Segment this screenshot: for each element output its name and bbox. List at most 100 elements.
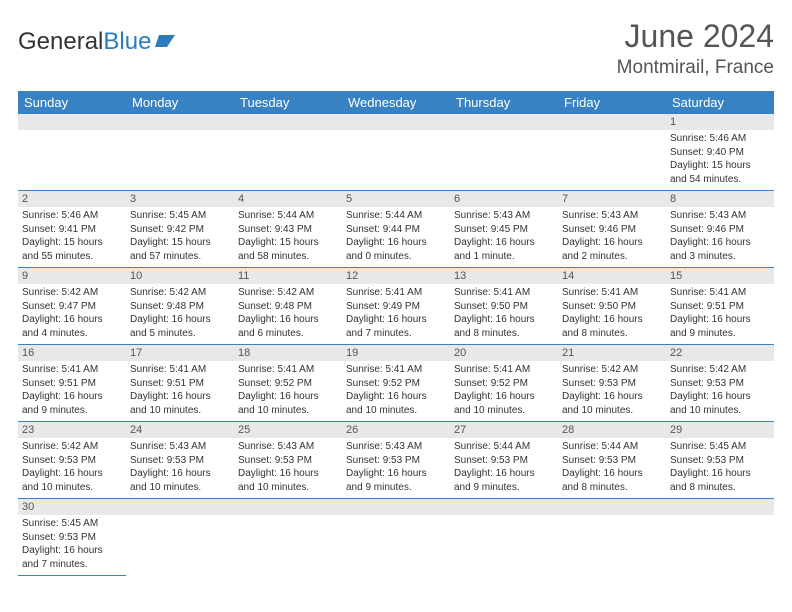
day-detail-line: and 9 minutes.: [454, 481, 554, 495]
day-detail-line: and 8 minutes.: [562, 327, 662, 341]
day-detail-line: Daylight: 16 hours: [22, 313, 122, 327]
day-number: 28: [558, 422, 666, 438]
day-details: Sunrise: 5:41 AMSunset: 9:52 PMDaylight:…: [234, 361, 342, 421]
empty-day-bar: [342, 499, 450, 515]
day-number: 6: [450, 191, 558, 207]
empty-day-bar: [450, 499, 558, 515]
day-details: Sunrise: 5:44 AMSunset: 9:53 PMDaylight:…: [558, 438, 666, 498]
day-detail-line: and 2 minutes.: [562, 250, 662, 264]
day-details: Sunrise: 5:44 AMSunset: 9:44 PMDaylight:…: [342, 207, 450, 267]
day-details: Sunrise: 5:46 AMSunset: 9:41 PMDaylight:…: [18, 207, 126, 267]
day-cell: 18Sunrise: 5:41 AMSunset: 9:52 PMDayligh…: [234, 345, 342, 422]
day-cell: 15Sunrise: 5:41 AMSunset: 9:51 PMDayligh…: [666, 268, 774, 345]
day-cell: 26Sunrise: 5:43 AMSunset: 9:53 PMDayligh…: [342, 422, 450, 499]
day-detail-line: and 6 minutes.: [238, 327, 338, 341]
day-detail-line: Daylight: 16 hours: [670, 467, 770, 481]
day-detail-line: Daylight: 16 hours: [454, 236, 554, 250]
day-cell: 23Sunrise: 5:42 AMSunset: 9:53 PMDayligh…: [18, 422, 126, 499]
day-detail-line: Daylight: 16 hours: [22, 544, 122, 558]
day-detail-line: Sunrise: 5:44 AM: [238, 209, 338, 223]
day-number: 12: [342, 268, 450, 284]
day-detail-line: Sunrise: 5:46 AM: [22, 209, 122, 223]
day-detail-line: Sunrise: 5:44 AM: [562, 440, 662, 454]
day-detail-line: Sunset: 9:50 PM: [454, 300, 554, 314]
day-details: Sunrise: 5:43 AMSunset: 9:53 PMDaylight:…: [126, 438, 234, 498]
day-details: Sunrise: 5:42 AMSunset: 9:53 PMDaylight:…: [18, 438, 126, 498]
day-cell: 17Sunrise: 5:41 AMSunset: 9:51 PMDayligh…: [126, 345, 234, 422]
day-detail-line: and 8 minutes.: [562, 481, 662, 495]
day-cell: [450, 114, 558, 191]
day-detail-line: Daylight: 16 hours: [454, 467, 554, 481]
day-number: 18: [234, 345, 342, 361]
day-detail-line: Sunrise: 5:41 AM: [130, 363, 230, 377]
day-details: Sunrise: 5:41 AMSunset: 9:49 PMDaylight:…: [342, 284, 450, 344]
day-cell: 24Sunrise: 5:43 AMSunset: 9:53 PMDayligh…: [126, 422, 234, 499]
day-details: Sunrise: 5:43 AMSunset: 9:53 PMDaylight:…: [234, 438, 342, 498]
day-detail-line: Daylight: 16 hours: [562, 390, 662, 404]
day-detail-line: Daylight: 16 hours: [22, 467, 122, 481]
weekday-header: Tuesday: [234, 91, 342, 114]
day-details: Sunrise: 5:42 AMSunset: 9:48 PMDaylight:…: [234, 284, 342, 344]
day-detail-line: and 10 minutes.: [22, 481, 122, 495]
day-cell: [450, 499, 558, 576]
day-details: Sunrise: 5:44 AMSunset: 9:43 PMDaylight:…: [234, 207, 342, 267]
day-detail-line: Daylight: 15 hours: [22, 236, 122, 250]
day-detail-line: Daylight: 16 hours: [130, 313, 230, 327]
day-detail-line: Daylight: 16 hours: [670, 313, 770, 327]
day-cell: [342, 114, 450, 191]
month-title: June 2024: [617, 18, 774, 55]
day-detail-line: and 10 minutes.: [130, 404, 230, 418]
day-detail-line: Sunset: 9:48 PM: [130, 300, 230, 314]
day-detail-line: Sunrise: 5:42 AM: [130, 286, 230, 300]
day-detail-line: and 10 minutes.: [670, 404, 770, 418]
day-detail-line: Sunrise: 5:46 AM: [670, 132, 770, 146]
day-detail-line: Daylight: 15 hours: [670, 159, 770, 173]
day-detail-line: Sunset: 9:53 PM: [670, 454, 770, 468]
day-cell: [234, 499, 342, 576]
day-detail-line: Daylight: 16 hours: [346, 390, 446, 404]
day-cell: 19Sunrise: 5:41 AMSunset: 9:52 PMDayligh…: [342, 345, 450, 422]
day-cell: [126, 499, 234, 576]
day-detail-line: and 9 minutes.: [346, 481, 446, 495]
day-details: Sunrise: 5:41 AMSunset: 9:52 PMDaylight:…: [342, 361, 450, 421]
day-number: 8: [666, 191, 774, 207]
day-cell: 3Sunrise: 5:45 AMSunset: 9:42 PMDaylight…: [126, 191, 234, 268]
week-row: 16Sunrise: 5:41 AMSunset: 9:51 PMDayligh…: [18, 345, 774, 422]
day-detail-line: Sunrise: 5:42 AM: [238, 286, 338, 300]
day-detail-line: and 9 minutes.: [670, 327, 770, 341]
empty-day-bar: [558, 114, 666, 130]
day-detail-line: Daylight: 16 hours: [454, 313, 554, 327]
empty-day-bar: [558, 499, 666, 515]
day-detail-line: Sunset: 9:53 PM: [346, 454, 446, 468]
day-detail-line: Sunset: 9:51 PM: [22, 377, 122, 391]
day-detail-line: and 10 minutes.: [454, 404, 554, 418]
day-details: Sunrise: 5:42 AMSunset: 9:53 PMDaylight:…: [558, 361, 666, 421]
day-cell: 8Sunrise: 5:43 AMSunset: 9:46 PMDaylight…: [666, 191, 774, 268]
day-detail-line: Sunset: 9:47 PM: [22, 300, 122, 314]
weekday-header: Thursday: [450, 91, 558, 114]
weekday-header: Sunday: [18, 91, 126, 114]
day-details: Sunrise: 5:45 AMSunset: 9:42 PMDaylight:…: [126, 207, 234, 267]
day-detail-line: and 4 minutes.: [22, 327, 122, 341]
day-detail-line: Sunset: 9:45 PM: [454, 223, 554, 237]
day-number: 3: [126, 191, 234, 207]
day-detail-line: Sunrise: 5:42 AM: [22, 286, 122, 300]
day-detail-line: Sunrise: 5:45 AM: [130, 209, 230, 223]
day-number: 13: [450, 268, 558, 284]
day-detail-line: Daylight: 16 hours: [238, 467, 338, 481]
day-detail-line: Daylight: 16 hours: [346, 467, 446, 481]
day-cell: [666, 499, 774, 576]
day-cell: 5Sunrise: 5:44 AMSunset: 9:44 PMDaylight…: [342, 191, 450, 268]
day-detail-line: Daylight: 16 hours: [670, 236, 770, 250]
day-number: 25: [234, 422, 342, 438]
day-detail-line: and 8 minutes.: [670, 481, 770, 495]
week-row: 1Sunrise: 5:46 AMSunset: 9:40 PMDaylight…: [18, 114, 774, 191]
day-number: 15: [666, 268, 774, 284]
day-detail-line: Daylight: 16 hours: [238, 313, 338, 327]
day-detail-line: Sunrise: 5:43 AM: [130, 440, 230, 454]
day-number: 17: [126, 345, 234, 361]
day-number: 9: [18, 268, 126, 284]
day-detail-line: Sunset: 9:51 PM: [670, 300, 770, 314]
day-detail-line: Sunrise: 5:43 AM: [670, 209, 770, 223]
day-cell: 29Sunrise: 5:45 AMSunset: 9:53 PMDayligh…: [666, 422, 774, 499]
